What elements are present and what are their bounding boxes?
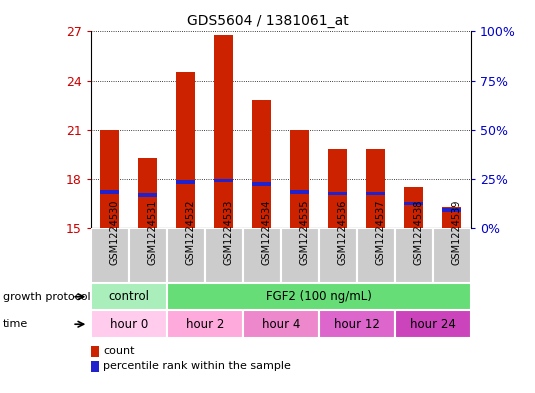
Bar (404, 202, 423, 205)
Bar (91, 228, 129, 283)
Bar (215, 179, 233, 182)
Text: GSM1224539: GSM1224539 (452, 200, 462, 265)
Text: hour 24: hour 24 (410, 318, 456, 331)
Bar (177, 180, 195, 184)
Text: hour 0: hour 0 (110, 318, 148, 331)
Bar (91, 361, 99, 372)
Bar (101, 190, 119, 194)
Bar (366, 192, 385, 195)
Bar (139, 158, 157, 228)
Text: hour 4: hour 4 (262, 318, 300, 331)
Bar (281, 228, 319, 283)
Bar (442, 207, 461, 228)
Bar (167, 310, 243, 338)
Text: time: time (3, 319, 28, 329)
Bar (91, 346, 99, 357)
Text: hour 2: hour 2 (186, 318, 224, 331)
Bar (291, 190, 309, 194)
Text: GSM1224538: GSM1224538 (414, 200, 424, 265)
Bar (442, 208, 461, 212)
Bar (91, 310, 167, 338)
Text: GSM1224535: GSM1224535 (300, 200, 310, 265)
Bar (366, 149, 385, 228)
Bar (167, 228, 205, 283)
Text: GSM1224531: GSM1224531 (148, 200, 158, 265)
Bar (395, 228, 433, 283)
Bar (328, 149, 347, 228)
Bar (404, 187, 423, 228)
Bar (139, 193, 157, 197)
Bar (395, 310, 471, 338)
Text: hour 12: hour 12 (334, 318, 380, 331)
Text: control: control (109, 290, 149, 303)
Text: count: count (103, 346, 135, 356)
Text: GSM1224530: GSM1224530 (110, 200, 120, 265)
Bar (91, 283, 167, 310)
Bar (243, 310, 319, 338)
Text: GDS5604 / 1381061_at: GDS5604 / 1381061_at (187, 14, 348, 28)
Bar (167, 283, 471, 310)
Bar (357, 228, 395, 283)
Bar (319, 310, 395, 338)
Text: GSM1224533: GSM1224533 (224, 200, 234, 265)
Text: GSM1224537: GSM1224537 (376, 200, 386, 265)
Bar (253, 100, 271, 228)
Bar (215, 35, 233, 228)
Text: GSM1224536: GSM1224536 (338, 200, 348, 265)
Text: growth protocol: growth protocol (3, 292, 90, 302)
Text: percentile rank within the sample: percentile rank within the sample (103, 361, 291, 371)
Text: GSM1224534: GSM1224534 (262, 200, 272, 265)
Bar (253, 182, 271, 185)
Text: FGF2 (100 ng/mL): FGF2 (100 ng/mL) (266, 290, 372, 303)
Bar (101, 130, 119, 228)
Bar (433, 228, 471, 283)
Bar (177, 72, 195, 228)
Bar (328, 192, 347, 195)
Bar (319, 228, 357, 283)
Bar (243, 228, 281, 283)
Bar (291, 130, 309, 228)
Text: GSM1224532: GSM1224532 (186, 200, 196, 265)
Bar (205, 228, 243, 283)
Bar (129, 228, 167, 283)
